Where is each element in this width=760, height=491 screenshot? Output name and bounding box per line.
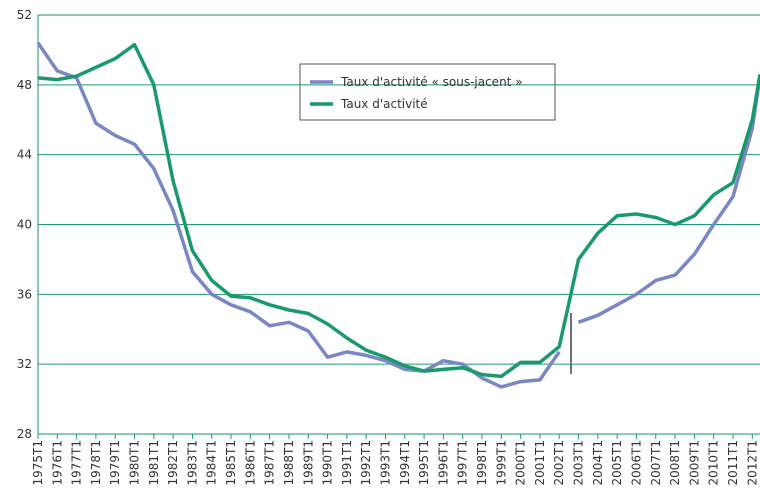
x-tick-label: 2006T1	[629, 440, 643, 486]
x-tick-label: 1978T1	[89, 440, 103, 486]
y-tick-label: 32	[17, 357, 32, 371]
x-tick-label: 2001T1	[533, 440, 547, 486]
legend-label: Taux d'activité	[340, 97, 428, 111]
y-tick-label: 28	[17, 427, 32, 441]
x-tick-label: 1984T1	[205, 440, 219, 486]
x-tick-label: 1982T1	[166, 440, 180, 486]
x-tick-label: 1999T1	[494, 440, 508, 486]
x-tick-label: 1994T1	[398, 440, 412, 486]
x-tick-label: 1980T1	[128, 440, 142, 486]
x-tick-label: 1995T1	[417, 440, 431, 486]
x-tick-label: 2010T1	[707, 440, 721, 486]
x-tick-label: 1988T1	[282, 440, 296, 486]
y-tick-label: 52	[17, 8, 32, 22]
x-tick-label: 1976T1	[50, 440, 64, 486]
y-tick-label: 44	[17, 148, 32, 162]
x-tick-label: 2000T1	[514, 440, 528, 486]
x-tick-label: 2011T1	[726, 440, 740, 486]
x-tick-label: 1981T1	[147, 440, 161, 486]
x-tick-label: 1977T1	[70, 440, 84, 486]
series-line	[37, 42, 760, 379]
x-tick-label: 1991T1	[340, 440, 354, 486]
x-tick-label: 2009T1	[687, 440, 701, 486]
y-tick-label: 40	[17, 218, 32, 232]
x-tick-label: 1993T1	[378, 440, 392, 486]
x-tick-label: 1983T1	[185, 440, 199, 486]
x-tick-label: 1989T1	[301, 440, 315, 486]
legend-box	[299, 63, 556, 121]
x-tick-label: 1990T1	[321, 440, 335, 486]
x-tick-label: 1979T1	[108, 440, 122, 486]
x-tick-label: 1997T1	[456, 440, 470, 486]
x-tick-label: 2005T1	[610, 440, 624, 486]
x-tick-label: 1985T1	[224, 440, 238, 486]
x-tick-label: 2003T1	[572, 440, 586, 486]
x-tick-label: 2004T1	[591, 440, 605, 486]
x-tick-label: 1992T1	[359, 440, 373, 486]
x-tick-label: 1987T1	[263, 440, 277, 486]
x-tick-label: 1996T1	[436, 440, 450, 486]
x-tick-label: 1986T1	[243, 440, 257, 486]
x-tick-label: 1975T1	[31, 440, 45, 486]
x-tick-label: 2007T1	[649, 440, 663, 486]
y-tick-label: 48	[17, 78, 32, 92]
y-tick-label: 36	[17, 287, 32, 301]
x-tick-label: 2002T1	[552, 440, 566, 486]
x-tick-label: 2012T1	[745, 440, 759, 486]
x-tick-label: 2008T1	[668, 440, 682, 486]
legend-label: Taux d'activité « sous-jacent »	[340, 75, 523, 89]
x-tick-label: 1998T1	[475, 440, 489, 486]
